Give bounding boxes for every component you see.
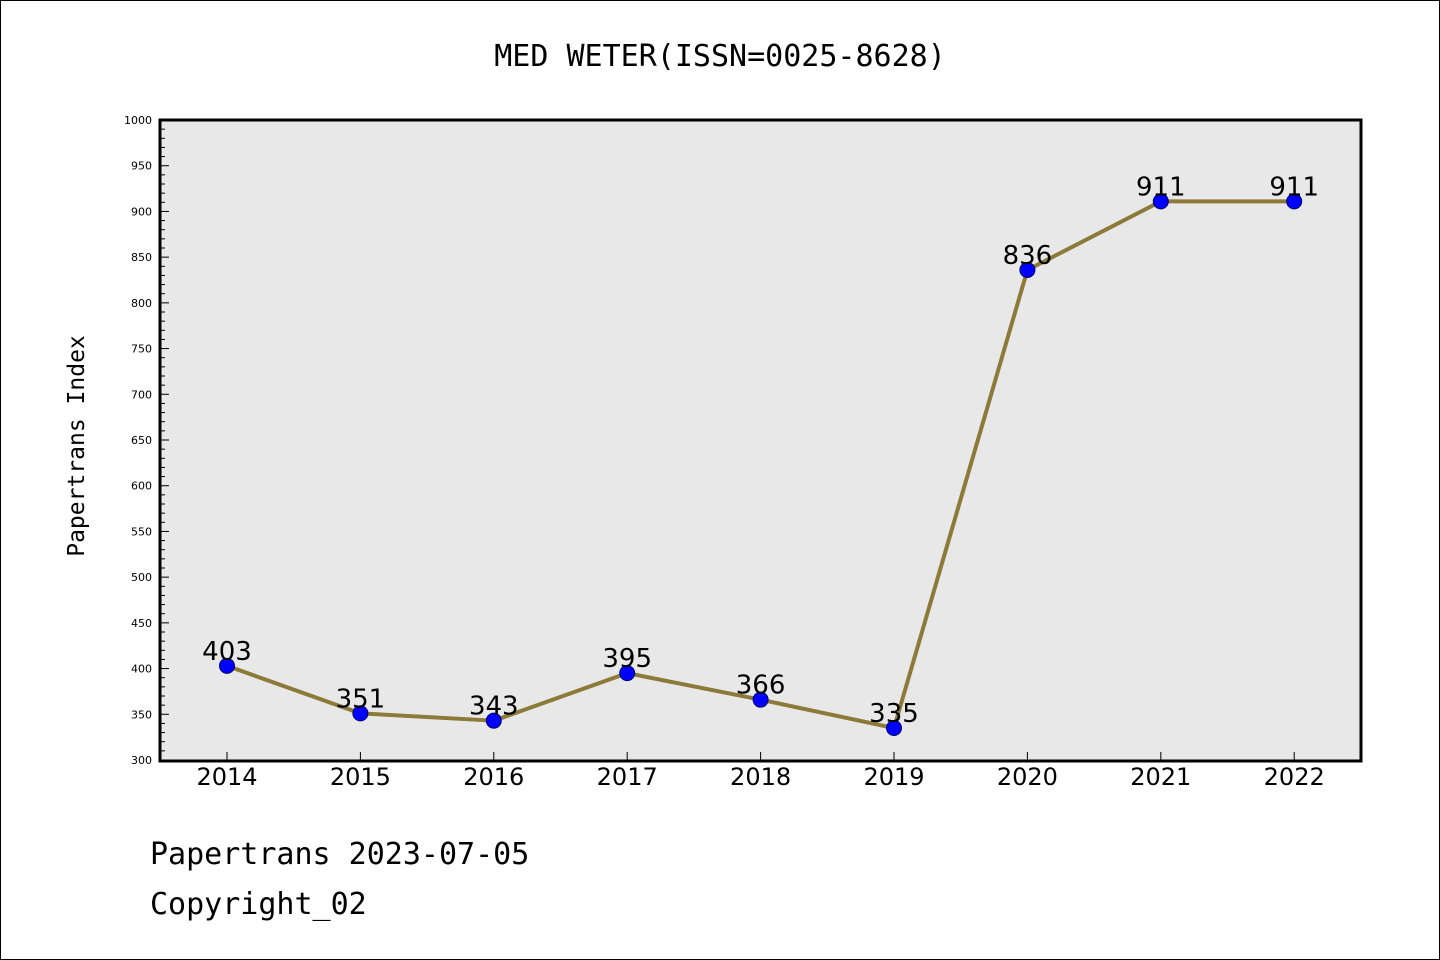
footer-copyright: Copyright_02 [150, 887, 367, 922]
data-point-marker [219, 657, 235, 674]
y-axis: 300 350 400 450 500 550 600 650 700 750 800 850 900 9… [124, 114, 169, 767]
y-tick-label: 350 [131, 708, 152, 721]
x-tick-label: 2019 [863, 763, 924, 791]
data-label: 351 [336, 684, 386, 714]
y-tick-label: 600 [131, 480, 152, 493]
x-tick-label: 2018 [730, 763, 791, 791]
footer-date: Papertrans 2023-07-05 [150, 837, 529, 872]
data-point-marker [485, 712, 502, 729]
y-axis-label: Papertrans Index [64, 335, 90, 557]
y-tick-label: 700 [131, 388, 152, 401]
y-tick-label: 800 [131, 297, 152, 310]
x-tick-label: 2021 [1130, 763, 1191, 791]
data-label: 366 [736, 671, 786, 701]
data-label: 911 [1136, 172, 1186, 202]
y-tick-label: 950 [131, 160, 152, 173]
series-group: 403 351 343 395 366 335 836 911 911 [202, 172, 1319, 736]
y-tick-label: 750 [131, 343, 152, 356]
y-tick-label: 400 [131, 663, 152, 676]
y-tick-label: 650 [131, 434, 152, 447]
data-label: 395 [602, 644, 652, 674]
data-label: 403 [202, 637, 252, 667]
y-tick-label: 1000 [124, 114, 152, 127]
data-point-marker [1286, 193, 1303, 210]
y-tick-label: 300 [131, 754, 152, 767]
data-point-marker [352, 705, 369, 722]
y-tick-label: 850 [131, 251, 152, 264]
data-point-marker [752, 691, 769, 708]
x-axis: 2014 2015 2016 2017 2018 2019 2020 2021 2022 [196, 752, 1325, 791]
x-tick-label: 2015 [330, 763, 391, 791]
y-tick-label: 450 [131, 617, 152, 630]
x-tick-label: 2020 [997, 763, 1058, 791]
data-point-marker [886, 720, 902, 736]
x-tick-label: 2022 [1264, 763, 1325, 791]
data-label: 911 [1269, 172, 1319, 202]
data-point-marker [619, 665, 636, 682]
data-label: 836 [1003, 241, 1053, 271]
data-point-marker [1152, 193, 1169, 210]
plot-area [158, 118, 1363, 763]
x-tick-label: 2016 [463, 763, 524, 791]
x-tick-label: 2017 [597, 763, 658, 791]
y-tick-label: 500 [131, 571, 152, 584]
data-label: 343 [469, 692, 519, 722]
y-tick-label: 900 [131, 205, 152, 218]
data-point-marker [1019, 261, 1036, 278]
data-label: 335 [869, 699, 919, 729]
chart-title: MED WETER(ISSN=0025-8628) [494, 39, 946, 74]
x-tick-label: 2014 [196, 763, 257, 791]
y-tick-label: 550 [131, 525, 152, 538]
